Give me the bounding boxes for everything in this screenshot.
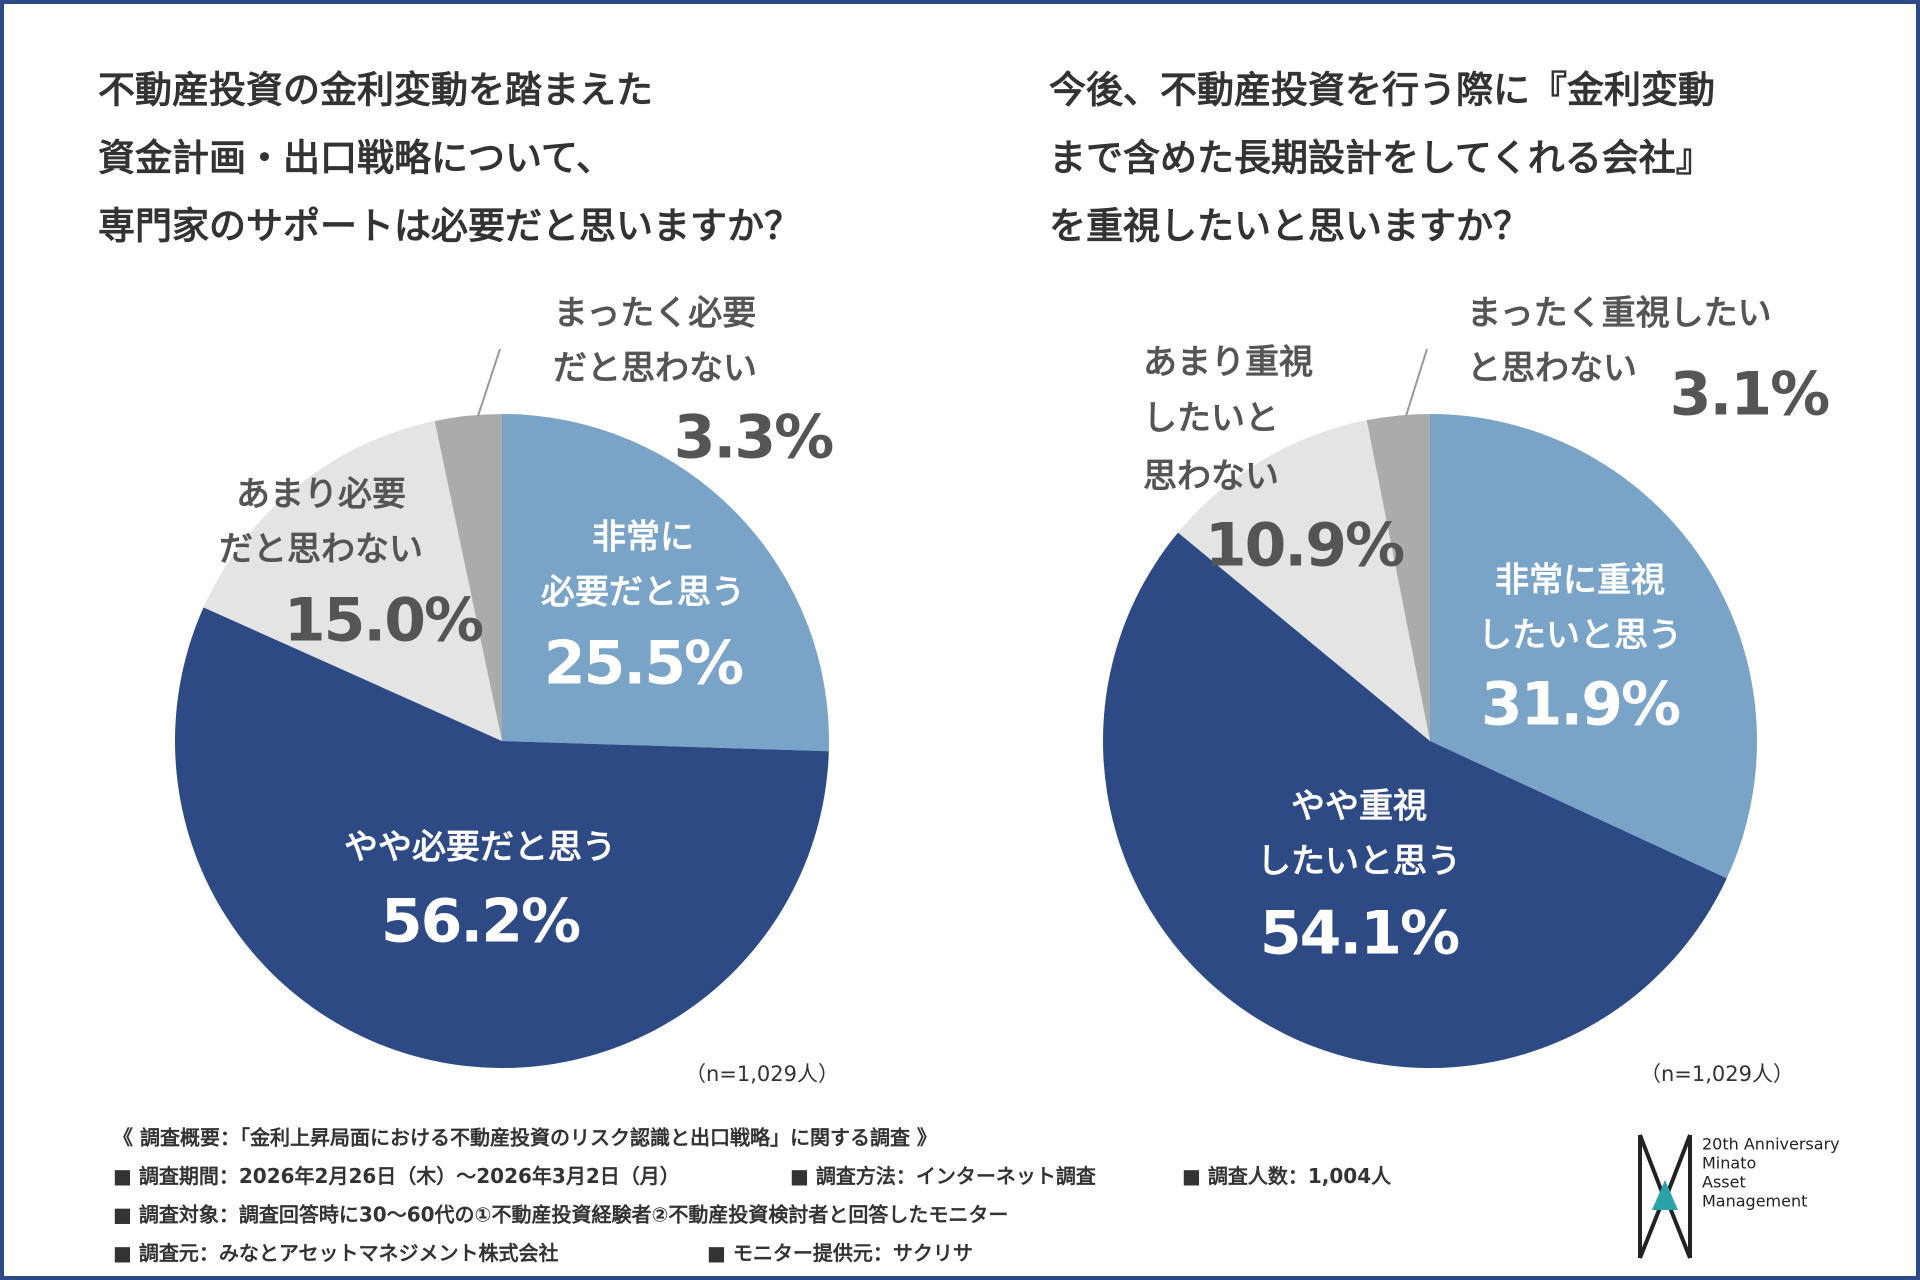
value-label: 15.0% [284, 586, 483, 656]
pie-slice [502, 414, 829, 752]
pie-slice [203, 421, 502, 741]
value-label: 10.9% [1205, 511, 1404, 581]
slice-label: やや重視 [1291, 787, 1427, 827]
slice-label: したいと [1143, 399, 1279, 439]
pie-slice [175, 607, 829, 1068]
slice-label: あまり重視 [1143, 343, 1313, 383]
slice-label: 非常に [592, 518, 694, 558]
slice-label: したいと思う [1257, 842, 1461, 882]
chart-title: 今後、不動産投資を行う際に『金利変動 [1049, 69, 1715, 112]
footer-text: ■ 調査対象：調査回答時に30～60代の①不動産投資経験者②不動産投資検討者と回… [113, 1203, 1008, 1227]
sample-note: （n=1,029人） [1640, 1062, 1794, 1086]
value-label: 54.1% [1260, 899, 1459, 969]
footer-text: ■ 調査期間：2026年2月26日（木）～2026年3月2日（月） [113, 1164, 680, 1188]
pie-slice [1366, 414, 1430, 741]
slice-label: したいと思う [1478, 616, 1682, 656]
slice-label: まったく重視したい [1467, 294, 1772, 334]
pie-slice [434, 414, 502, 741]
slice-label: あまり必要 [236, 475, 406, 515]
footer-text: 《 調査概要：「金利上昇局面における不動産投資のリスク認識と出口戦略」に関する調… [113, 1126, 937, 1150]
pie-slice [1430, 414, 1757, 879]
footer-text: ■ 調査元：みなとアセットマネジメント株式会社 [113, 1241, 558, 1265]
leader-line [1405, 348, 1428, 417]
logo-mark [1638, 1134, 1692, 1259]
slice-label: だと思わない [219, 530, 423, 570]
slice-label: だと思わない [553, 349, 757, 389]
footer-text: ■ 調査方法：インターネット調査 [790, 1164, 1096, 1188]
footer-text: ■ モニター提供元：サクリサ [707, 1241, 973, 1265]
footer-text: ■ 調査人数：1,004人 [1182, 1164, 1392, 1188]
chart-title: 資金計画・出口戦略について、 [98, 137, 613, 180]
slice-label: やや必要だと思う [344, 828, 616, 868]
value-label: 25.5% [544, 629, 743, 699]
leader-line [477, 348, 501, 417]
pie-slice [1103, 532, 1727, 1068]
logo-text: Minato [1702, 1154, 1756, 1173]
logo-text: 20th Anniversary [1702, 1135, 1840, 1154]
slice-label: 必要だと思う [541, 573, 745, 613]
value-label: 3.3% [674, 403, 833, 473]
slice-label: 非常に重視 [1495, 561, 1665, 601]
slice-label: と思わない [1467, 349, 1637, 389]
slice-label: 思わない [1143, 457, 1279, 497]
sample-note: （n=1,029人） [685, 1062, 839, 1086]
slice-label: まったく必要 [554, 294, 757, 334]
chart-title: を重視したいと思いますか？ [1049, 205, 1530, 248]
value-label: 3.1% [1670, 360, 1829, 430]
chart-title: まで含めた長期設計をしてくれる会社』 [1049, 137, 1713, 180]
pie-slice [1178, 420, 1430, 741]
value-label: 56.2% [381, 887, 580, 957]
logo-text: Asset [1702, 1173, 1746, 1192]
logo-text: Management [1702, 1192, 1807, 1211]
chart-title: 不動産投資の金利変動を踏まえた [98, 69, 653, 112]
chart-title: 専門家のサポートは必要だと思いますか？ [98, 205, 801, 248]
value-label: 31.9% [1481, 670, 1680, 740]
